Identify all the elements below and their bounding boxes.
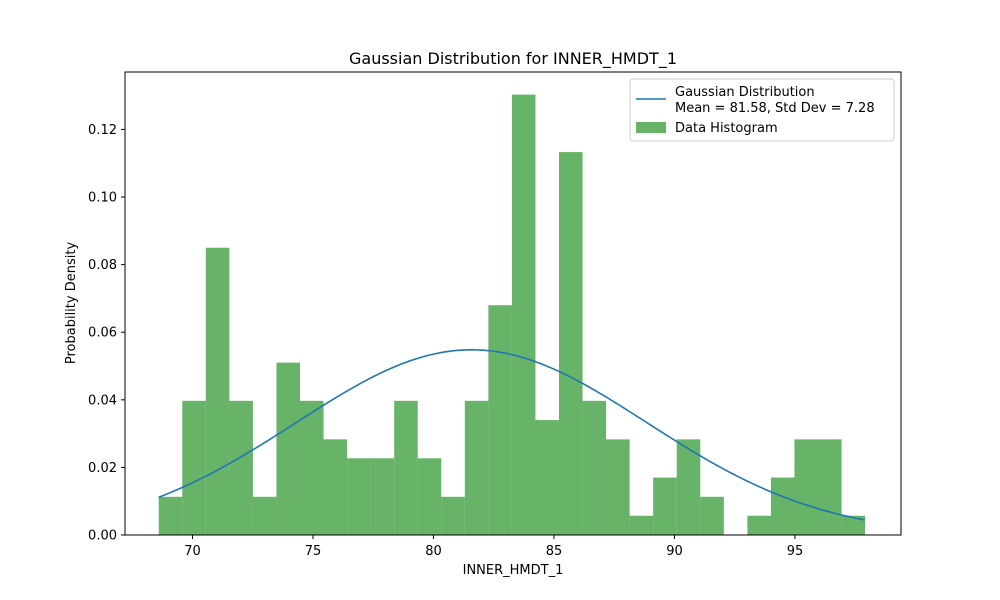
x-tick-label: 75 [305, 544, 322, 559]
y-axis-ticks: 0.00 0.02 0.04 0.06 0.08 0.10 0.12 [88, 123, 125, 544]
x-axis-ticks: 70 75 80 85 90 95 [184, 535, 803, 559]
histogram-bar [441, 496, 465, 535]
legend-histogram-swatch [636, 122, 666, 133]
histogram-bar [417, 458, 442, 535]
y-tick-label: 0.04 [88, 393, 117, 408]
x-tick-label: 95 [787, 544, 804, 559]
y-tick-label: 0.06 [88, 326, 117, 341]
histogram-bar [158, 496, 183, 535]
histogram-bar [370, 458, 395, 535]
legend-histogram-label: Data Histogram [675, 121, 778, 136]
y-axis-label: Probability Density [64, 242, 79, 365]
histogram-bar [488, 305, 512, 535]
histogram-bar [464, 400, 489, 535]
y-tick-label: 0.12 [88, 123, 117, 138]
y-tick-label: 0.02 [88, 461, 117, 476]
legend-box [629, 78, 895, 142]
chart-title: Gaussian Distribution for INNER_HMDT_1 [349, 49, 677, 69]
y-tick-label: 0.08 [88, 258, 117, 273]
histogram-bar [205, 247, 230, 535]
histogram-bar [606, 439, 630, 535]
histogram-bar [229, 400, 253, 535]
histogram-bar [252, 496, 277, 535]
gaussian-curve [158, 349, 866, 521]
histogram-bar [300, 400, 324, 535]
legend-gaussian-label-line1: Gaussian Distribution [675, 85, 815, 100]
histogram-bar [841, 515, 866, 535]
histogram-bar [794, 439, 819, 535]
histogram-bar [653, 477, 677, 535]
y-tick-label: 0.00 [88, 529, 117, 544]
histogram-bar [276, 362, 301, 535]
x-tick-label: 85 [546, 544, 563, 559]
histogram-bar [700, 496, 724, 535]
x-tick-label: 80 [425, 544, 442, 559]
histogram-bars [158, 94, 866, 535]
x-axis-label: INNER_HMDT_1 [463, 563, 564, 578]
legend-gaussian-label-line2: Mean = 81.58, Std Dev = 7.28 [675, 101, 875, 116]
x-tick-label: 90 [666, 544, 683, 559]
histogram-bar [347, 458, 371, 535]
histogram-bar [747, 515, 771, 535]
histogram-bar [394, 400, 418, 535]
histogram-bar [323, 439, 348, 535]
x-tick-label: 70 [184, 544, 201, 559]
histogram-bar [582, 400, 607, 535]
histogram-bar [559, 152, 583, 535]
histogram-bar [182, 400, 206, 535]
y-tick-label: 0.10 [88, 191, 117, 206]
legend: Gaussian Distribution Mean = 81.58, Std … [629, 78, 895, 142]
plot-frame [124, 71, 902, 536]
histogram-bar [676, 439, 701, 535]
histogram-bar [770, 477, 795, 535]
histogram-bar [818, 439, 842, 535]
histogram-bar [629, 515, 654, 535]
histogram-bar [535, 420, 560, 535]
histogram-bar [511, 94, 536, 535]
